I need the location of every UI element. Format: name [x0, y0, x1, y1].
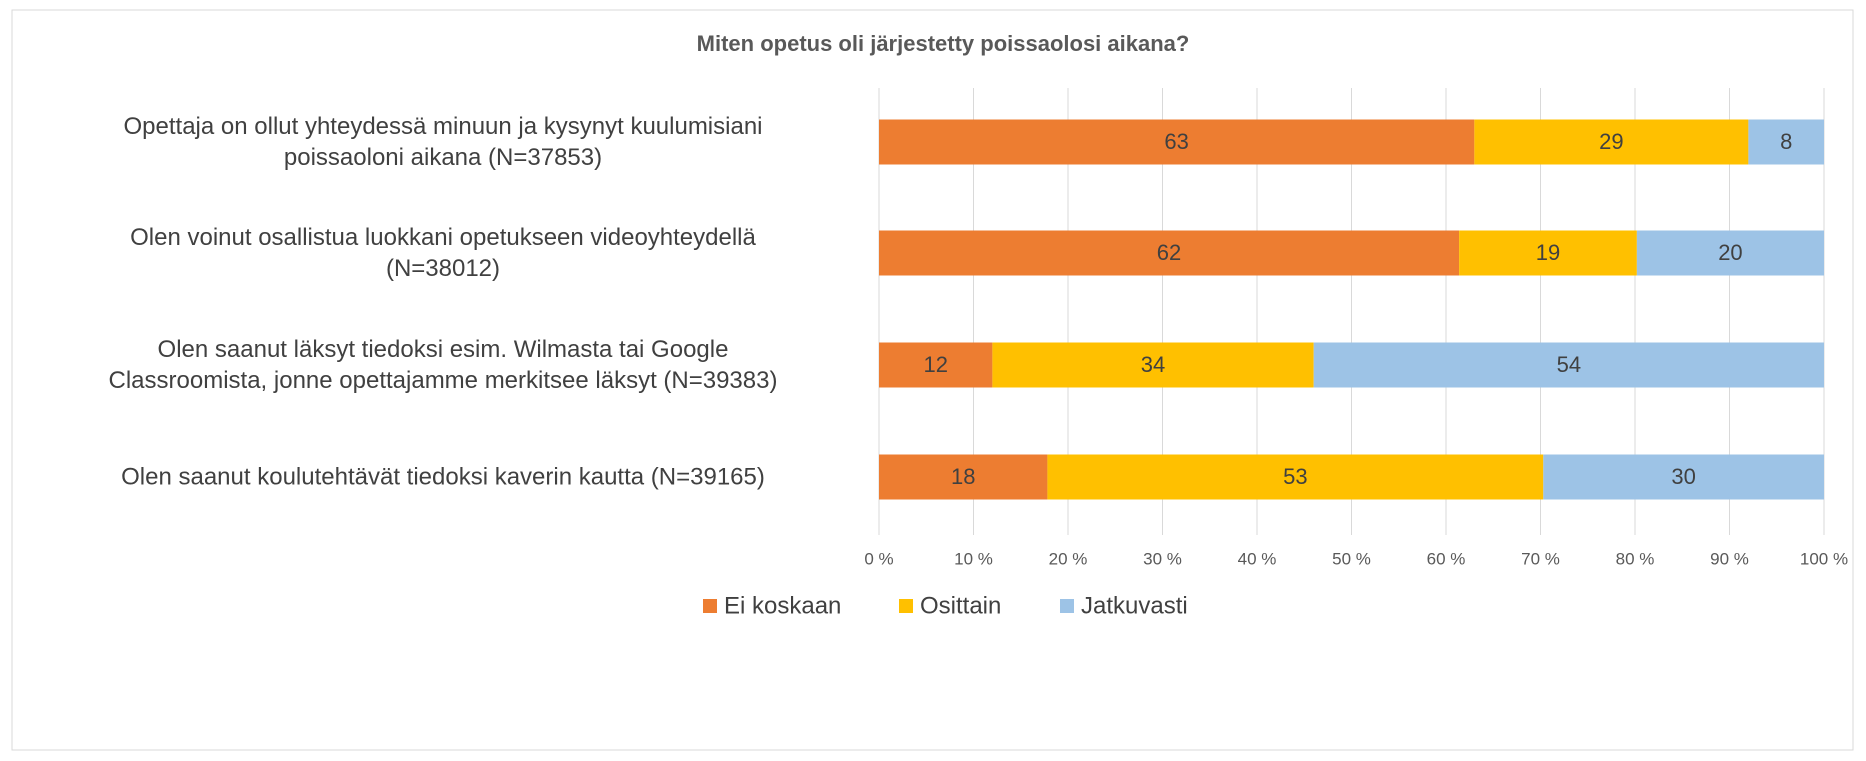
data-label: 62: [1157, 240, 1181, 265]
y-tick-label: Olen saanut läksyt tiedoksi esim. Wilmas…: [108, 336, 778, 394]
data-label: 8: [1780, 129, 1792, 154]
data-label: 29: [1599, 129, 1623, 154]
x-tick-label: 20 %: [1049, 549, 1088, 568]
data-label: 54: [1557, 352, 1581, 377]
data-label: 20: [1718, 240, 1742, 265]
data-label: 53: [1283, 464, 1307, 489]
data-label: 63: [1164, 129, 1188, 154]
chart-title: Miten opetus oli järjestetty poissaolosi…: [697, 31, 1190, 56]
legend-label: Osittain: [920, 592, 1001, 619]
bar-segment: [1636, 230, 1824, 276]
data-label: 19: [1536, 240, 1560, 265]
legend-swatch: [899, 599, 913, 613]
data-label: 34: [1141, 352, 1165, 377]
x-tick-label: 10 %: [954, 549, 993, 568]
x-tick-label: 100 %: [1800, 549, 1848, 568]
y-tick-label: Olen saanut koulutehtävät tiedoksi kaver…: [121, 463, 765, 491]
data-label: 30: [1671, 464, 1695, 489]
x-tick-label: 0 %: [864, 549, 893, 568]
y-tick-label: Olen voinut osallistua luokkani opetukse…: [130, 224, 756, 282]
bar-segment: [1474, 119, 1749, 165]
bar-segment: [1459, 230, 1637, 276]
bar-segment: [879, 454, 1048, 500]
x-tick-label: 80 %: [1616, 549, 1655, 568]
bar-segment: [879, 230, 1460, 276]
bar-segment: [879, 342, 993, 388]
bar-segment: [1543, 454, 1824, 500]
x-tick-label: 90 %: [1710, 549, 1749, 568]
bar-segment: [879, 119, 1475, 165]
y-tick-label: Opettaja on ollut yhteydessä minuun ja k…: [123, 113, 763, 171]
data-label: 18: [951, 464, 975, 489]
x-tick-label: 50 %: [1332, 549, 1371, 568]
bar-segment: [1748, 119, 1824, 165]
x-tick-label: 30 %: [1143, 549, 1182, 568]
x-tick-label: 60 %: [1427, 549, 1466, 568]
bar-segment: [992, 342, 1314, 388]
bar-segment: [1047, 454, 1544, 500]
legend-label: Ei koskaan: [724, 592, 841, 619]
x-tick-label: 40 %: [1238, 549, 1277, 568]
bar-segment: [1313, 342, 1824, 388]
legend-swatch: [1060, 599, 1074, 613]
data-label: 12: [923, 352, 947, 377]
x-tick-label: 70 %: [1521, 549, 1560, 568]
legend-swatch: [703, 599, 717, 613]
legend-label: Jatkuvasti: [1081, 592, 1188, 619]
